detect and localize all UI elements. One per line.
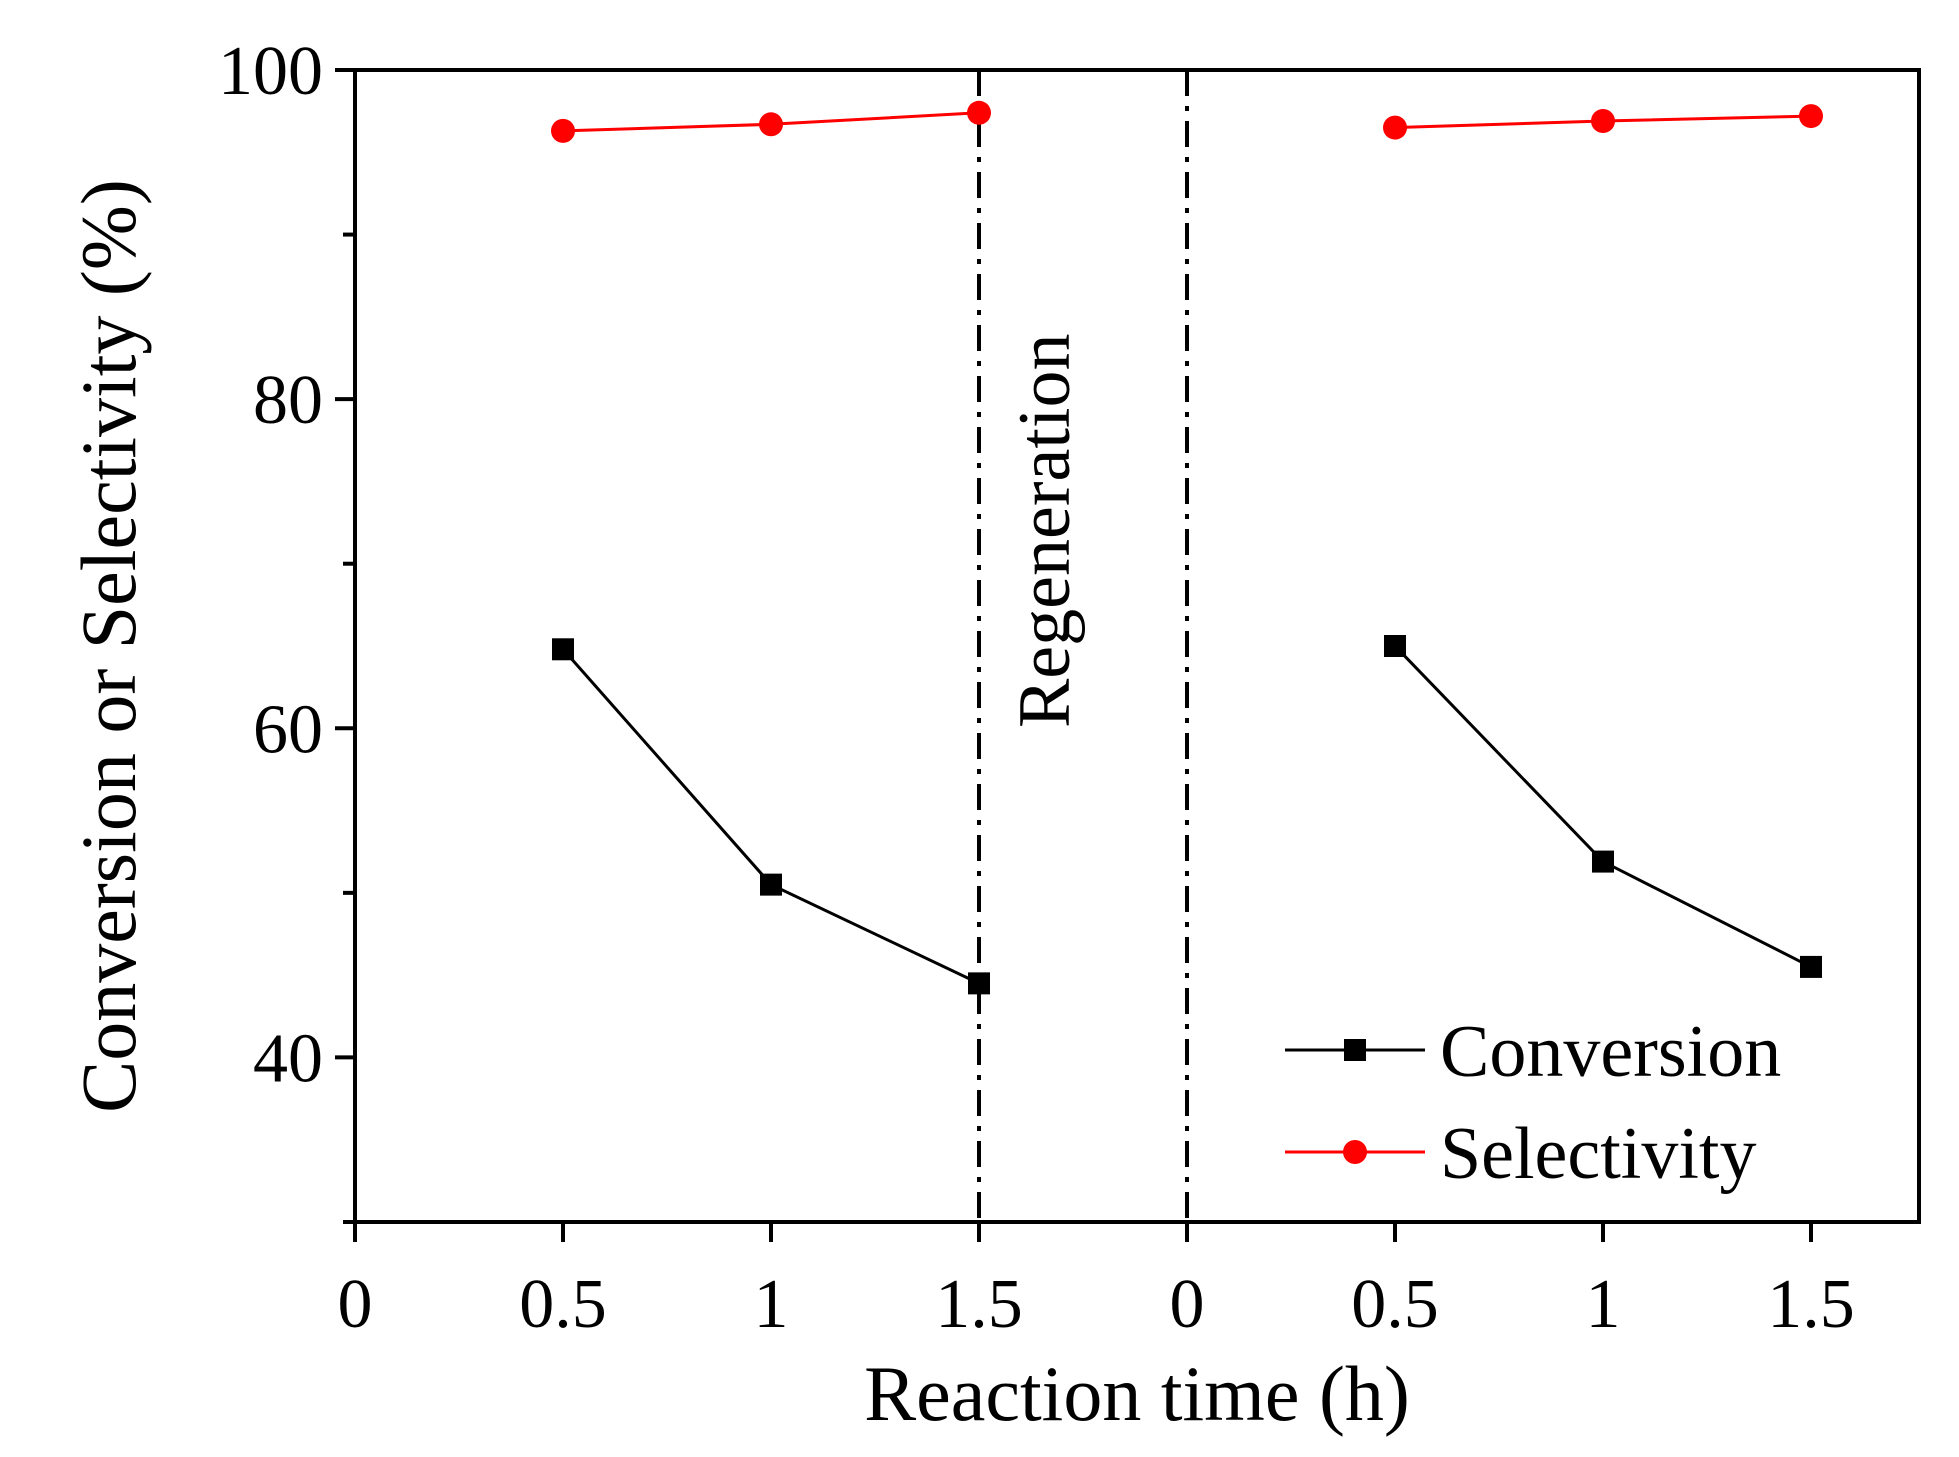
y-tick-label: 80 [253, 362, 323, 439]
y-tick-label: 40 [253, 1020, 323, 1097]
plot-frame [353, 68, 1921, 1224]
legend-conversion-label: Conversion [1440, 1011, 1781, 1093]
legend-conversion-marker [1344, 1039, 1366, 1061]
selectivity-point [759, 112, 783, 137]
y-tick-label: 60 [253, 691, 323, 768]
selectivity-point [1799, 104, 1823, 129]
legend-selectivity-marker [1343, 1140, 1367, 1164]
conversion-line [561, 648, 980, 985]
conversion-point [1592, 850, 1614, 873]
selectivity-point [1591, 109, 1615, 134]
y-axis-title: Conversion or Selectivity (%) [65, 179, 152, 1113]
x-axis-ticks: 0 0.5 1 1.5 0 0.5 1 1.5 [338, 1222, 1855, 1343]
legend-selectivity-label: Selectivity [1440, 1113, 1757, 1195]
selectivity-point [1383, 115, 1407, 140]
x-axis-title: Reaction time (h) [864, 1350, 1410, 1437]
conversion-line [1393, 644, 1812, 969]
separator-lines [977, 70, 1189, 1222]
legend: Conversion Selectivity [1285, 1011, 1781, 1195]
conversion-point [552, 638, 574, 661]
conversion-point [1800, 955, 1822, 978]
y-axis-ticks: 40 60 80 100 [218, 33, 355, 1224]
regeneration-annotation: Regeneration [1004, 334, 1086, 729]
x-tick-label: 0.5 [519, 1266, 607, 1343]
selectivity-point [967, 100, 991, 125]
x-tick-label: 1 [754, 1266, 789, 1343]
y-tick-label: 100 [218, 33, 323, 110]
x-tick-label: 1 [1586, 1266, 1621, 1343]
conversion-point [760, 873, 782, 896]
x-tick-label: 1.5 [1767, 1266, 1855, 1343]
x-tick-label: 0 [1170, 1266, 1205, 1343]
x-tick-label: 1.5 [935, 1266, 1023, 1343]
x-tick-label: 0.5 [1351, 1266, 1439, 1343]
conversion-point [1384, 635, 1406, 657]
selectivity-point [551, 118, 575, 143]
conversion-point [968, 972, 990, 995]
series-layer [551, 100, 1823, 995]
x-tick-label: 0 [338, 1266, 373, 1343]
